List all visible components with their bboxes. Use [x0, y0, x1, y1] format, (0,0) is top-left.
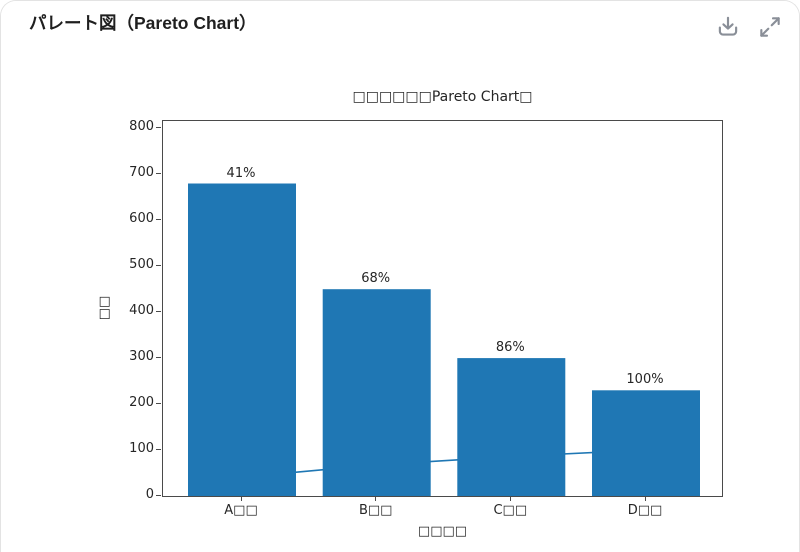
y-tick-label: 400: [129, 303, 154, 319]
y-tick-mark: [156, 356, 161, 358]
bars-and-line-canvas: [188, 183, 700, 496]
y-tick-mark: [156, 448, 161, 450]
bar-percent-label: 86%: [495, 340, 525, 356]
page-title: パレート図（Pareto Chart）: [29, 13, 257, 33]
x-tick-label: D□□: [627, 503, 663, 518]
x-tick-mark: [509, 496, 512, 501]
bar-percent-label: 100%: [626, 372, 664, 388]
y-tick-label: 200: [129, 395, 154, 411]
y-tick-mark: [156, 310, 161, 312]
x-tick-label: B□□: [358, 503, 393, 518]
bar-percent-label: 41%: [226, 165, 256, 181]
x-tick-mark: [240, 496, 242, 501]
download-button[interactable]: [711, 10, 745, 44]
y-tick-mark: [156, 402, 161, 404]
plot-area: [162, 120, 723, 497]
x-tick-mark: [375, 496, 377, 501]
y-tick-label: 300: [129, 349, 154, 365]
artifact-header: パレート図（Pareto Chart）: [1, 1, 799, 53]
y-tick-label: 500: [129, 257, 154, 273]
bar-A□□: [188, 183, 296, 496]
x-tick-label: A□□: [224, 503, 258, 518]
cumulative-line: [241, 449, 647, 478]
expand-icon: [760, 17, 780, 37]
y-tick-label: 800: [129, 119, 154, 135]
bar-C□□: [457, 358, 566, 496]
y-tick-label: 600: [129, 211, 154, 227]
y-tick-mark: [156, 126, 161, 129]
x-axis-label: □□□□: [417, 524, 468, 539]
y-tick-mark: [156, 218, 161, 221]
chart-title: □□□□□□Pareto Chart□: [352, 89, 533, 105]
y-tick-mark: [156, 264, 161, 267]
y-tick-label: 100: [129, 441, 154, 457]
y-tick-label: 700: [129, 165, 154, 181]
bar-D□□: [592, 390, 700, 496]
x-tick-mark: [644, 496, 646, 501]
expand-button[interactable]: [753, 10, 787, 44]
y-axis-label: □□: [97, 295, 112, 321]
bar-percent-label: 68%: [361, 271, 391, 287]
pareto-chart-figure: □□□□□□Pareto Chart□ □□ □□□□ 0 100 200 300 40…: [1, 53, 799, 552]
y-tick-mark: [156, 172, 161, 175]
download-icon: [718, 16, 738, 36]
y-tick-label: 0: [145, 487, 154, 502]
y-tick-mark: [156, 494, 161, 496]
bar-B□□: [322, 289, 431, 496]
x-tick-label: C□□: [493, 503, 528, 518]
